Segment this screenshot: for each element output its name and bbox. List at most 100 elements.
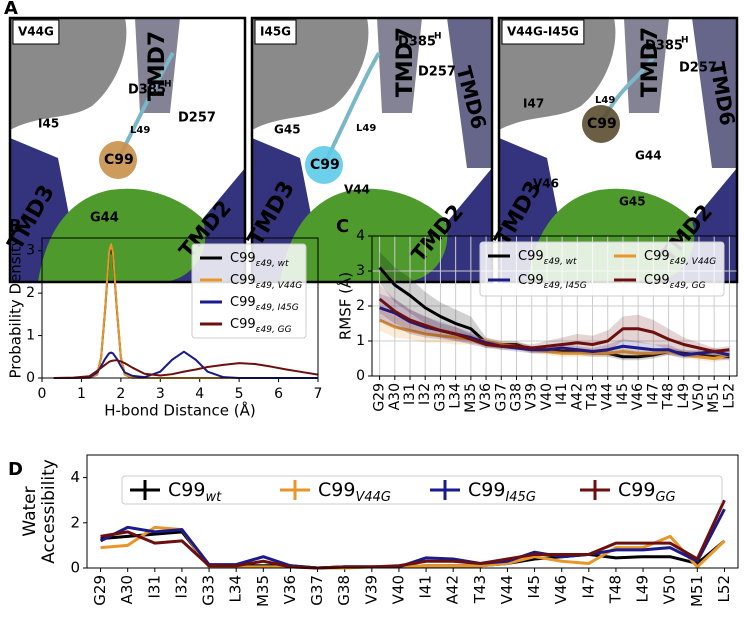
legend-subscript: ε49, I45G: [544, 281, 587, 291]
x-tick-label: I47: [579, 575, 597, 599]
residue-label: G44: [635, 149, 662, 163]
legend-subscript: I45G: [505, 490, 535, 505]
x-tick-label: V50: [661, 575, 679, 604]
x-tick-label: 2: [116, 386, 125, 402]
legend-subscript: ε49, GG: [256, 325, 292, 335]
x-tick-label: M35: [463, 383, 479, 413]
plot-frame: [86, 454, 739, 569]
panel-label: C: [336, 216, 349, 237]
legend-label: C99ε49, GG: [230, 317, 292, 335]
tag-box: [12, 19, 60, 45]
legend-name: C99: [318, 479, 355, 501]
x-tick-label: M51: [688, 575, 706, 607]
y-axis-label: Accessibility: [39, 459, 59, 564]
legend-label: C99ε49, wt: [518, 249, 577, 267]
x-tick-label: G37: [493, 383, 509, 412]
x-tick-label: A30: [118, 575, 136, 604]
legend-name: C99: [518, 273, 544, 288]
legend-label: C99wt: [168, 479, 222, 506]
legend-label: C99I45G: [468, 479, 536, 506]
x-tick-label: T48: [606, 575, 624, 604]
y-tick-label: 0: [70, 559, 80, 577]
surface-gray: [10, 18, 127, 130]
residue-label: D385: [398, 35, 436, 50]
x-tick-label: I45: [525, 575, 543, 599]
legend-name: C99: [518, 249, 544, 264]
x-tick-label: T48: [661, 383, 677, 410]
x-tick-label: I32: [417, 383, 433, 405]
x-tick-label: G33: [200, 575, 218, 606]
helix-tmd6: [447, 18, 492, 168]
legend-subscript: V44G: [355, 490, 391, 505]
residue-label: C99: [587, 116, 617, 132]
x-tick-label: L49: [676, 383, 692, 409]
legend-subscript: ε49, wt: [256, 259, 289, 269]
legend-name: C99: [230, 295, 256, 310]
tag-box: [254, 19, 297, 45]
residue-label: D385: [645, 39, 683, 54]
tag-box: [501, 19, 585, 45]
legend-box: [191, 243, 307, 339]
c99-sphere: [99, 141, 137, 179]
series-line: [100, 499, 726, 570]
legend-name: C99: [644, 249, 670, 264]
x-tick-label: L34: [448, 383, 464, 409]
x-tick-label: I41: [554, 383, 570, 405]
legend-subscript: GG: [655, 490, 675, 505]
x-tick-label: I41: [417, 575, 435, 599]
x-tick-label: G29: [91, 575, 109, 606]
y-axis-label: RMSF (Å): [336, 272, 355, 340]
c99-sphere: [305, 146, 343, 184]
residue-label: D257: [178, 111, 216, 126]
x-tick-label: 7: [314, 386, 323, 402]
x-tick-label: L52: [715, 575, 733, 602]
residue-label: L49: [130, 125, 150, 136]
residue-label: G45: [619, 195, 646, 209]
residue-label: D257: [679, 61, 717, 76]
residue-label: I47: [523, 97, 544, 111]
y-tick-label: 2: [356, 298, 365, 314]
error-band: [379, 251, 730, 361]
x-tick-label: V36: [281, 575, 299, 604]
legend-subscript: ε49, V44G: [670, 257, 717, 267]
x-tick-label: 3: [156, 386, 165, 402]
surface-green: [38, 188, 206, 282]
c99-sphere: [582, 105, 620, 143]
legend-box: [121, 475, 723, 505]
x-tick-label: I31: [145, 575, 163, 599]
error-band: [379, 293, 730, 359]
residue-label: TMD7: [638, 27, 663, 97]
panel-label: B: [8, 216, 22, 237]
x-tick-label: 5: [235, 386, 244, 402]
panel-label: D: [8, 459, 23, 480]
series-line: [99, 508, 726, 570]
legend-label: C99ε49, I45G: [518, 273, 587, 291]
legend-subscript: ε49, I45G: [256, 303, 299, 313]
legend-subscript: wt: [205, 490, 222, 505]
x-tick-label: V39: [524, 383, 540, 410]
helix-tmd6: [692, 18, 737, 168]
legend-name: C99: [644, 273, 670, 288]
x-tick-label: I45: [615, 383, 631, 405]
legend-label: C99ε49, V44G: [230, 273, 302, 291]
x-tick-label: V39: [362, 575, 380, 604]
y-tick-label: 1: [26, 328, 35, 344]
y-axis-label: Water: [20, 486, 40, 536]
legend-name: C99: [230, 251, 256, 266]
legend-name: C99: [618, 479, 655, 501]
x-tick-label: G37: [308, 575, 326, 606]
residue-label: D385: [128, 83, 166, 98]
x-tick-label: V40: [389, 575, 407, 604]
legend-subscript: ε49, GG: [670, 281, 706, 291]
surface-green: [280, 188, 448, 282]
x-tick-label: M51: [706, 383, 722, 413]
residue-label: I45: [38, 117, 59, 131]
legend-label: C99ε49, wt: [230, 251, 289, 269]
x-tick-label: G33: [432, 383, 448, 412]
legend-name: C99: [230, 317, 256, 332]
x-tick-label: M35: [254, 575, 272, 607]
plot-frame: [41, 237, 319, 379]
y-tick-label: 2: [70, 513, 80, 531]
